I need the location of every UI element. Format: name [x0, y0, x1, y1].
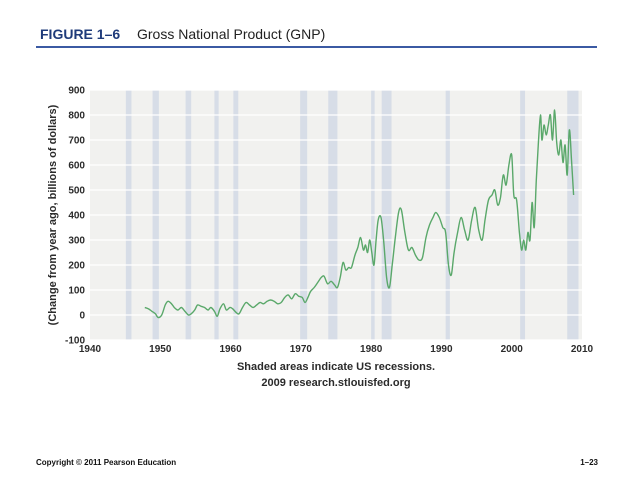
- y-tick-8: 700: [68, 136, 85, 147]
- x-tick-2010: 2010: [571, 344, 594, 355]
- y-tick-0: -100: [65, 336, 85, 347]
- x-tick-1990: 1990: [430, 344, 453, 355]
- header-rule: [36, 46, 597, 48]
- series-line-0: [144, 109, 575, 319]
- figure-label: FIGURE 1–6: [40, 26, 121, 42]
- x-tick-1970: 1970: [290, 344, 313, 355]
- gnp-chart: 1940 1950 1960 1970 1980 1990 2000 2010 -100 0 10…: [47, 86, 594, 390]
- chart-container: 1940 1950 1960 1970 1980 1990 2000 2010 -100 0 10…: [0, 75, 638, 400]
- y-tick-7: 600: [68, 161, 85, 172]
- x-axis-label: Shaded areas indicate US recessions.: [237, 361, 435, 373]
- x-tick-2000: 2000: [501, 344, 524, 355]
- y-tick-9: 800: [68, 111, 85, 122]
- y-axis-label: (Change from year ago, billions of dolla…: [47, 104, 59, 325]
- y-tick-5: 400: [68, 211, 85, 222]
- series-layer: [144, 109, 575, 319]
- y-tick-labels: -100 0 100 200 300 400 500 600 700 800 900: [65, 86, 85, 347]
- y-tick-6: 500: [68, 186, 85, 197]
- figure-title: Gross National Product (GNP): [137, 26, 326, 42]
- source-label: 2009 research.stlouisfed.org: [261, 377, 410, 389]
- y-tick-1: 0: [79, 311, 85, 322]
- x-tick-1980: 1980: [360, 344, 383, 355]
- x-tick-1960: 1960: [219, 344, 242, 355]
- copyright-text: Copyright © 2011 Pearson Education: [36, 458, 177, 467]
- x-tick-labels: 1940 1950 1960 1970 1980 1990 2000 2010: [79, 344, 594, 355]
- x-tick-1950: 1950: [149, 344, 172, 355]
- y-tick-3: 200: [68, 261, 85, 272]
- y-tick-2: 100: [68, 286, 85, 297]
- figure-header: FIGURE 1–6 Gross National Product (GNP): [40, 26, 595, 48]
- gridlines: [90, 89, 582, 341]
- y-tick-10: 900: [68, 86, 85, 97]
- page-number: 1–23: [580, 458, 598, 467]
- x-tick-1940: 1940: [79, 344, 102, 355]
- y-tick-4: 300: [68, 236, 85, 247]
